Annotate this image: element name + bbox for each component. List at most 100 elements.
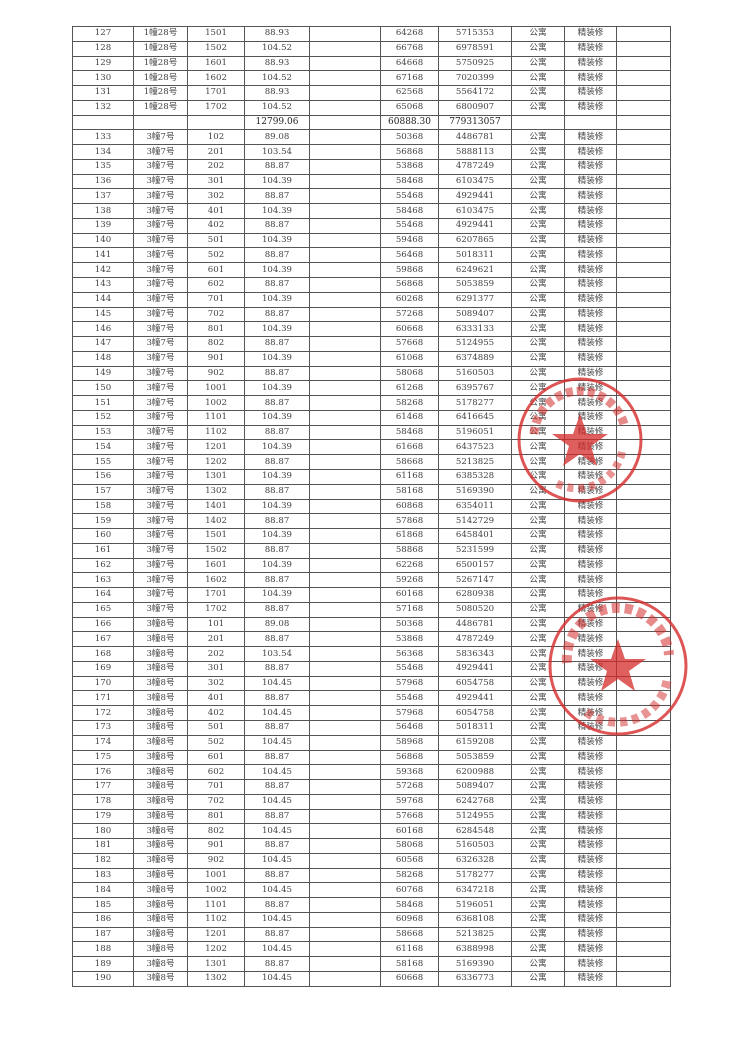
- cell-area: 88.93: [244, 55, 310, 72]
- cell-unit-price: 50368: [380, 129, 439, 146]
- cell-remark: [616, 660, 671, 677]
- cell-total-price: 6395767: [438, 380, 512, 397]
- cell-decoration: 精装修: [564, 70, 617, 87]
- cell-decoration: 精装修: [564, 528, 617, 544]
- cell-area: 104.45: [244, 941, 310, 958]
- cell-total-price: 5750925: [438, 55, 512, 72]
- table-row: 155 3幢7号 1202 88.87 58668 5213825 公寓 精装修: [72, 454, 671, 470]
- cell-decoration: 精装修: [564, 557, 617, 574]
- table-row: 132 1幢28号 1702 104.52 65068 6800907 公寓 精装修: [72, 99, 671, 116]
- cell-remark: [616, 823, 671, 840]
- cell-blank: [309, 911, 381, 928]
- cell-remark: [616, 380, 671, 397]
- table-row: 172 3幢8号 402 104.45 57968 6054758 公寓 精装修: [72, 705, 671, 721]
- cell-unit-price: 61168: [380, 468, 439, 485]
- cell-decoration: 精装修: [564, 203, 617, 219]
- cell-total-price: 5213825: [438, 454, 512, 470]
- cell-usage: 公寓: [511, 867, 565, 884]
- cell-remark: [616, 631, 671, 648]
- table-row: 175 3幢8号 601 88.87 56868 5053859 公寓 精装修: [72, 749, 671, 766]
- table-row: 176 3幢8号 602 104.45 59368 6200988 公寓 精装修: [72, 764, 671, 781]
- cell-total-price: 6054758: [438, 705, 512, 721]
- cell-usage: 公寓: [511, 690, 565, 707]
- cell-total-price: 5888113: [438, 144, 512, 160]
- cell-row-number: 161: [72, 542, 134, 559]
- cell-row-number: 175: [72, 749, 134, 766]
- table-row: 170 3幢8号 302 104.45 57968 6054758 公寓 精装修: [72, 675, 671, 692]
- cell-total-price: 6354011: [438, 498, 512, 515]
- cell-unit-price: 59368: [380, 764, 439, 781]
- cell-area: 104.39: [244, 557, 310, 574]
- cell-usage: 公寓: [511, 55, 565, 72]
- cell-room: 1201: [187, 926, 245, 943]
- cell-usage: 公寓: [511, 409, 565, 426]
- cell-building: 3幢8号: [133, 823, 188, 840]
- cell-blank: [309, 291, 381, 308]
- cell-blank: [309, 114, 381, 131]
- cell-total-price: 5836343: [438, 646, 512, 662]
- cell-unit-price: 60888.30: [380, 114, 439, 131]
- cell-unit-price: 58668: [380, 454, 439, 470]
- cell-remark: [616, 85, 671, 101]
- cell-area: 104.39: [244, 232, 310, 249]
- cell-decoration: 精装修: [564, 542, 617, 559]
- cell-unit-price: 60168: [380, 823, 439, 840]
- cell-building: 3幢8号: [133, 690, 188, 707]
- cell-row-number: 154: [72, 439, 134, 456]
- cell-decoration: 精装修: [564, 365, 617, 382]
- cell-room: 1702: [187, 99, 245, 116]
- cell-building: 3幢7号: [133, 483, 188, 500]
- cell-blank: [309, 557, 381, 574]
- cell-unit-price: 62568: [380, 85, 439, 101]
- cell-room: 602: [187, 277, 245, 293]
- cell-blank: [309, 616, 381, 633]
- cell-room: 602: [187, 764, 245, 781]
- cell-room: 301: [187, 173, 245, 190]
- cell-total-price: 6416645: [438, 409, 512, 426]
- cell-building: 3幢8号: [133, 941, 188, 958]
- cell-total-price: 5715353: [438, 26, 512, 42]
- table-row: 153 3幢7号 1102 88.87 58468 5196051 公寓 精装修: [72, 424, 671, 441]
- cell-blank: [309, 365, 381, 382]
- cell-decoration: 精装修: [564, 173, 617, 190]
- cell-decoration: 精装修: [564, 705, 617, 721]
- cell-usage: 公寓: [511, 793, 565, 810]
- cell-area: 88.87: [244, 601, 310, 618]
- cell-room: 302: [187, 188, 245, 205]
- cell-building: 3幢8号: [133, 867, 188, 884]
- table-row: 137 3幢7号 302 88.87 55468 4929441 公寓 精装修: [72, 188, 671, 205]
- cell-remark: [616, 203, 671, 219]
- cell-remark: [616, 144, 671, 160]
- cell-decoration: 精装修: [564, 144, 617, 160]
- cell-decoration: 精装修: [564, 779, 617, 795]
- cell-row-number: 162: [72, 557, 134, 574]
- price-list-table: 127 1幢28号 1501 88.93 64268 5715353 公寓 精装修 128 1幢2…: [72, 26, 671, 987]
- cell-room: 701: [187, 779, 245, 795]
- cell-decoration: 精装修: [564, 129, 617, 146]
- cell-blank: [309, 793, 381, 810]
- table-row: 154 3幢7号 1201 104.39 61668 6437523 公寓 精装修: [72, 439, 671, 456]
- cell-room: 302: [187, 675, 245, 692]
- cell-row-number: 148: [72, 350, 134, 367]
- cell-decoration: 精装修: [564, 85, 617, 101]
- cell-unit-price: 53868: [380, 158, 439, 175]
- cell-unit-price: 55468: [380, 188, 439, 205]
- cell-remark: [616, 764, 671, 781]
- cell-building: 3幢7号: [133, 232, 188, 249]
- cell-remark: [616, 675, 671, 692]
- cell-area: 104.45: [244, 764, 310, 781]
- table-row: 159 3幢7号 1402 88.87 57868 5142729 公寓 精装修: [72, 513, 671, 530]
- cell-remark: [616, 306, 671, 323]
- cell-row-number: 179: [72, 808, 134, 825]
- cell-usage: 公寓: [511, 852, 565, 869]
- cell-blank: [309, 749, 381, 766]
- cell-decoration: 精装修: [564, 852, 617, 869]
- cell-area: 88.87: [244, 277, 310, 293]
- cell-decoration: 精装修: [564, 941, 617, 958]
- table-row: 165 3幢7号 1702 88.87 57168 5080520 公寓 精装修: [72, 601, 671, 618]
- cell-area: 88.87: [244, 867, 310, 884]
- table-row: 141 3幢7号 502 88.87 56468 5018311 公寓 精装修: [72, 247, 671, 264]
- cell-building: 3幢7号: [133, 498, 188, 515]
- cell-room: 201: [187, 144, 245, 160]
- cell-blank: [309, 99, 381, 116]
